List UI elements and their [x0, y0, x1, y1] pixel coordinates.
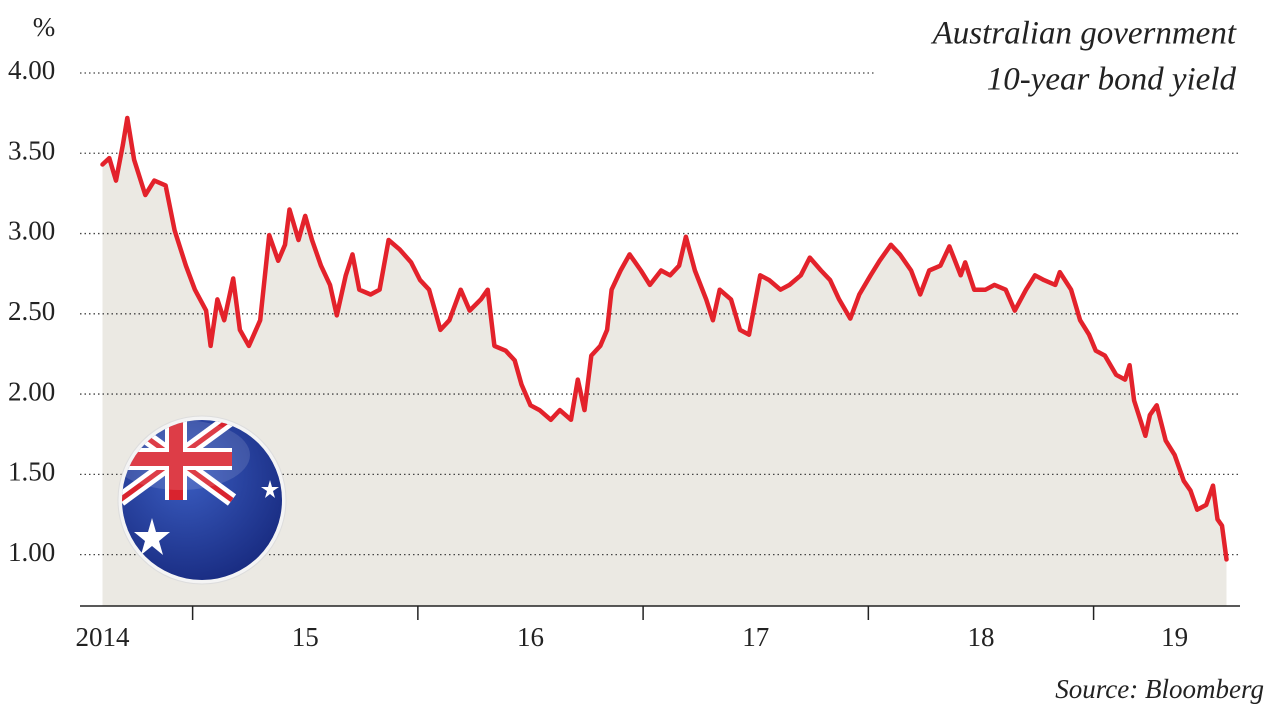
x-tick-label: 16: [517, 622, 544, 652]
source: Source: Bloomberg: [1055, 674, 1264, 704]
x-tick-label: 18: [967, 622, 994, 652]
x-tick-label: 17: [742, 622, 769, 652]
y-tick-label: 2.50: [8, 296, 55, 326]
x-tick-label: 15: [292, 622, 319, 652]
area: [102, 118, 1227, 606]
plot: [80, 72, 1240, 620]
y-tick-label: 1.50: [8, 457, 55, 487]
chart-title: 10-year bond yield: [987, 62, 1237, 98]
x-tick-label: 19: [1161, 622, 1188, 652]
line: [100, 115, 1229, 562]
y-tick-label: 4.00: [8, 55, 55, 85]
y-tick-label: 2.00: [8, 376, 55, 406]
flag-badge: [117, 415, 287, 585]
y-unit: %: [33, 12, 56, 42]
x-tick-label: 2014: [76, 622, 131, 652]
chart-title: Australian government: [931, 16, 1237, 52]
y-tick-label: 3.50: [8, 135, 55, 165]
y-tick-label: 1.00: [8, 537, 55, 567]
y-tick-label: 3.00: [8, 216, 55, 246]
